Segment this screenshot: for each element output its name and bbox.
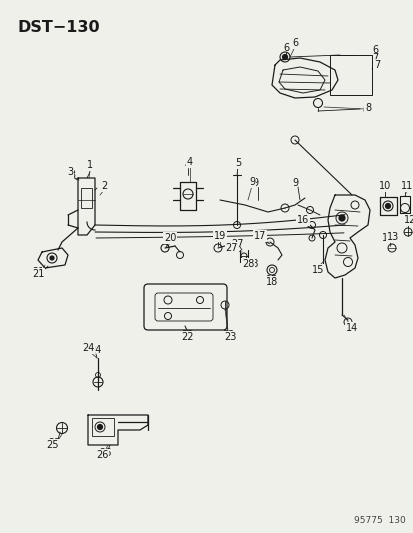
Text: 12: 12 xyxy=(403,215,413,225)
Text: 13: 13 xyxy=(381,233,393,243)
Circle shape xyxy=(338,215,344,221)
Text: 27: 27 xyxy=(231,239,244,249)
Text: 19: 19 xyxy=(211,233,223,243)
Text: 28: 28 xyxy=(245,259,258,269)
Text: DST−130: DST−130 xyxy=(18,20,100,35)
Text: 18: 18 xyxy=(265,275,278,285)
Text: 3: 3 xyxy=(67,167,73,177)
Text: 11: 11 xyxy=(400,181,412,191)
Text: 3: 3 xyxy=(69,170,75,180)
Text: 6: 6 xyxy=(371,45,377,55)
Text: 15: 15 xyxy=(309,267,321,277)
Text: 18: 18 xyxy=(265,277,278,287)
Text: 6: 6 xyxy=(291,38,297,48)
Text: 14: 14 xyxy=(345,323,357,333)
Circle shape xyxy=(97,424,102,430)
Text: 28: 28 xyxy=(241,259,254,269)
Text: 8: 8 xyxy=(361,105,367,115)
Bar xyxy=(329,55,371,95)
Bar xyxy=(81,188,92,208)
Text: 4: 4 xyxy=(185,160,191,170)
Text: 15: 15 xyxy=(311,265,323,275)
Text: 11: 11 xyxy=(398,183,410,193)
Text: 19: 19 xyxy=(214,231,225,241)
Text: 9: 9 xyxy=(252,178,257,188)
Text: 25: 25 xyxy=(47,440,59,450)
Text: 9: 9 xyxy=(291,178,297,188)
Text: 7: 7 xyxy=(371,53,377,63)
Text: 12: 12 xyxy=(401,217,413,227)
Text: 10: 10 xyxy=(378,181,390,191)
Text: 26: 26 xyxy=(95,450,108,460)
Text: 25: 25 xyxy=(49,438,61,448)
Circle shape xyxy=(282,54,287,60)
Text: 1: 1 xyxy=(87,163,93,173)
Text: 27: 27 xyxy=(225,243,237,253)
Text: 2: 2 xyxy=(99,183,105,193)
Text: 4: 4 xyxy=(187,157,192,167)
Text: 26: 26 xyxy=(99,448,111,458)
Text: 5: 5 xyxy=(234,158,240,168)
Text: 20: 20 xyxy=(161,235,174,245)
Text: 16: 16 xyxy=(297,217,309,227)
Text: 10: 10 xyxy=(378,183,390,193)
Text: 22: 22 xyxy=(181,332,194,342)
Text: 24: 24 xyxy=(82,343,94,353)
Text: 6: 6 xyxy=(282,43,288,53)
Text: 7: 7 xyxy=(373,60,379,70)
Text: 23: 23 xyxy=(223,332,236,342)
Text: 17: 17 xyxy=(253,231,266,241)
Text: 5: 5 xyxy=(233,160,240,170)
Circle shape xyxy=(50,256,54,260)
Text: 95775  130: 95775 130 xyxy=(354,516,405,525)
Text: 1: 1 xyxy=(87,160,93,170)
Text: 24: 24 xyxy=(89,345,101,355)
Text: 9: 9 xyxy=(248,177,254,187)
Text: 13: 13 xyxy=(386,232,398,242)
Text: 22: 22 xyxy=(181,330,194,340)
Text: 20: 20 xyxy=(164,233,176,243)
Text: 16: 16 xyxy=(296,215,309,225)
Text: 2: 2 xyxy=(101,181,107,191)
Text: 17: 17 xyxy=(255,233,268,243)
Text: 21: 21 xyxy=(32,269,44,279)
Text: 21: 21 xyxy=(32,267,44,277)
Text: 8: 8 xyxy=(364,103,370,113)
Circle shape xyxy=(385,204,389,208)
Bar xyxy=(92,418,114,436)
Text: 23: 23 xyxy=(221,330,234,340)
